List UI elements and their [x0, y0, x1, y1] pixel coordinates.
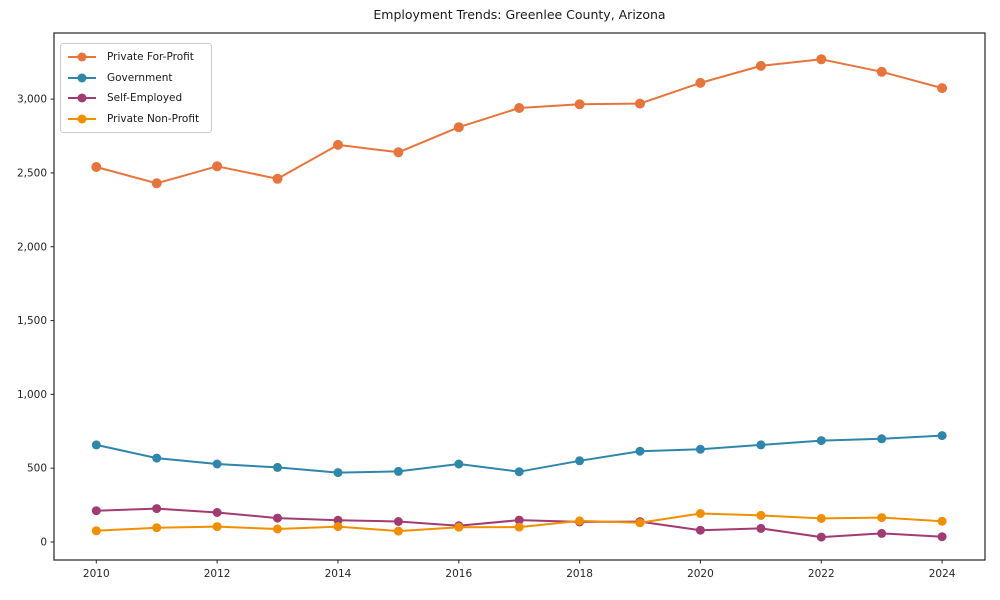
x-tick-label: 2014 [325, 568, 352, 580]
x-tick-label: 2016 [445, 568, 472, 580]
data-point-private-for-profit [333, 139, 343, 150]
data-point-private-non-profit [273, 524, 282, 534]
data-point-self-employed [273, 513, 282, 523]
series-line-government [96, 434, 943, 474]
y-tick-label: 2,000 [17, 241, 47, 253]
x-tick-label: 2012 [204, 568, 231, 580]
data-point-private-non-profit [212, 522, 222, 532]
data-point-government [333, 468, 343, 478]
data-point-private-non-profit [695, 509, 705, 518]
legend-label: Government [107, 71, 173, 84]
data-point-self-employed [212, 508, 222, 517]
y-tick-label: 1,000 [17, 389, 47, 401]
y-tick-label: 2,500 [17, 167, 47, 179]
legend-marker-private-non-profit-icon [68, 114, 96, 124]
legend-item-private-non-profit: Private Non-Profit [67, 109, 199, 130]
data-point-private-non-profit [152, 523, 162, 533]
data-point-government [635, 446, 645, 456]
data-point-self-employed [152, 504, 162, 514]
y-tick-label: 3,000 [17, 94, 47, 106]
x-tick-label: 2020 [687, 568, 714, 580]
x-tick-label: 2010 [83, 568, 110, 580]
x-tick-label: 2018 [566, 568, 593, 580]
data-point-self-employed [816, 532, 826, 542]
data-point-self-employed [877, 528, 887, 538]
data-point-private-for-profit [212, 161, 223, 172]
legend-label: Private Non-Profit [107, 112, 200, 125]
data-point-government [756, 440, 766, 450]
data-point-self-employed [393, 517, 403, 526]
data-point-private-non-profit [333, 522, 343, 532]
y-tick-label: 1,500 [17, 315, 47, 327]
data-point-private-for-profit [514, 103, 525, 113]
data-point-government [877, 434, 887, 444]
y-tick-label: 0 [40, 536, 47, 548]
data-point-self-employed [333, 515, 343, 525]
data-point-government [575, 456, 585, 466]
data-point-self-employed [695, 525, 705, 535]
data-point-private-non-profit [575, 516, 585, 526]
data-point-government [454, 459, 464, 469]
legend-marker-private-for-profit-icon [68, 52, 96, 62]
data-point-private-non-profit [91, 526, 101, 536]
data-point-private-for-profit [755, 60, 766, 71]
data-point-self-employed [937, 532, 947, 542]
legend-item-government: Government [67, 68, 199, 89]
data-point-private-for-profit [937, 83, 948, 94]
legend-item-self-employed: Self-Employed [67, 88, 199, 109]
data-point-private-non-profit [937, 516, 947, 526]
data-point-private-non-profit [635, 518, 645, 528]
legend-marker-government-icon [68, 73, 96, 83]
data-point-government [695, 444, 705, 454]
data-point-private-for-profit [816, 54, 827, 65]
data-point-government [514, 467, 524, 477]
data-point-self-employed [514, 515, 524, 525]
data-point-government [816, 436, 826, 446]
data-point-private-for-profit [876, 66, 887, 77]
data-point-government [91, 440, 101, 450]
series-line-private-for-profit [96, 58, 943, 185]
data-point-private-for-profit [695, 77, 706, 88]
data-point-private-non-profit [756, 510, 766, 520]
legend-item-private-for-profit: Private For-Profit [67, 47, 199, 68]
data-point-self-employed [756, 523, 766, 533]
legend-marker-self-employed-icon [68, 93, 96, 103]
legend-label: Self-Employed [107, 92, 183, 105]
data-point-private-non-profit [816, 513, 826, 523]
data-point-private-non-profit [877, 513, 887, 523]
y-tick-label: 500 [27, 463, 47, 475]
data-point-private-for-profit [574, 99, 585, 110]
data-point-private-for-profit [393, 147, 404, 158]
plot-border [53, 32, 986, 561]
data-point-private-for-profit [151, 178, 162, 189]
data-point-private-for-profit [91, 162, 102, 172]
legend: Private For-Profit Government Self-Employe… [60, 43, 213, 133]
data-point-private-for-profit [453, 122, 464, 133]
chart-title: Employment Trends: Greenlee County, Ariz… [373, 7, 666, 22]
data-point-government [273, 462, 282, 472]
x-tick-label: 2022 [808, 568, 835, 580]
data-point-private-non-profit [514, 522, 524, 532]
data-point-government [152, 453, 162, 463]
data-point-government [393, 466, 403, 476]
data-point-private-non-profit [393, 526, 403, 536]
data-point-government [937, 431, 947, 441]
data-point-private-for-profit [635, 98, 645, 109]
data-point-private-non-profit [454, 522, 464, 532]
data-point-private-for-profit [272, 173, 283, 184]
legend-label: Private For-Profit [107, 51, 194, 64]
x-tick-label: 2024 [929, 568, 956, 580]
data-point-self-employed [91, 506, 101, 516]
data-point-government [212, 459, 222, 469]
